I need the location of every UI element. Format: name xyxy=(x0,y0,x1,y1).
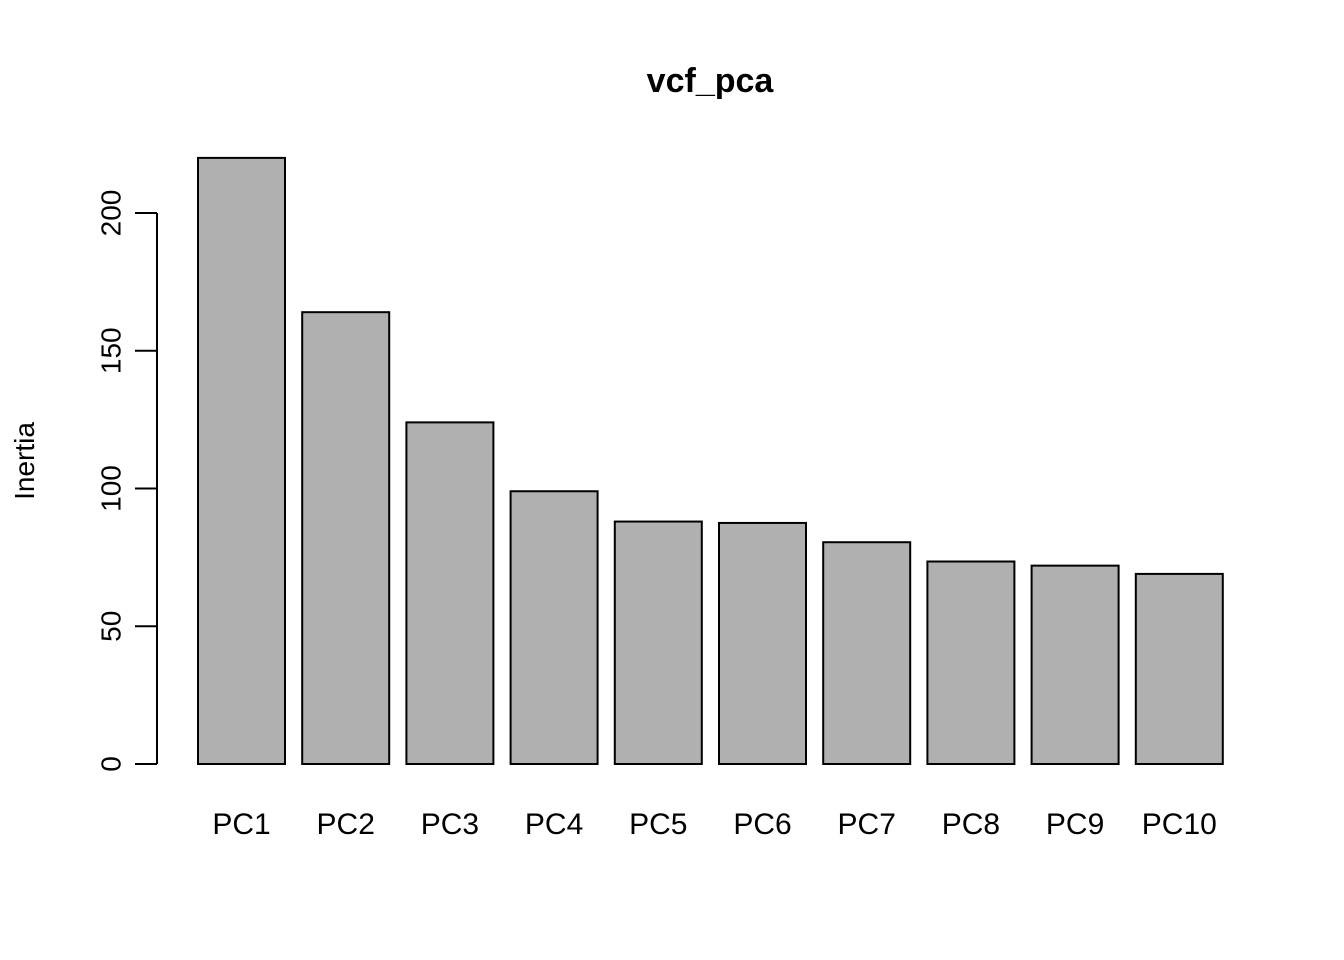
bar-pc5 xyxy=(613,520,703,765)
x-tick-label: PC2 xyxy=(317,808,375,841)
y-tick-label: 150 xyxy=(96,327,127,374)
x-tick-labels: PC1 PC2 PC3 PC4 PC5 PC6 PC7 PC8 PC9 PC10 xyxy=(212,808,1217,841)
bars-group xyxy=(197,156,1224,766)
x-tick-label: PC4 xyxy=(525,808,583,841)
x-tick-label: PC1 xyxy=(212,808,270,841)
x-tick-label: PC7 xyxy=(838,808,896,841)
x-tick-label: PC10 xyxy=(1142,808,1217,841)
bar-pc1 xyxy=(197,156,286,765)
bar-pc3 xyxy=(405,421,495,765)
x-tick-label: PC8 xyxy=(942,808,1000,841)
y-axis-label: Inertia xyxy=(9,422,40,500)
y-axis: 0 50 100 150 200 xyxy=(96,190,158,772)
y-tick-label: 0 xyxy=(96,756,127,772)
y-tick-label: 100 xyxy=(96,465,127,512)
x-tick-label: PC9 xyxy=(1046,808,1104,841)
x-tick-label: PC5 xyxy=(629,808,687,841)
bar-pc2 xyxy=(301,311,391,765)
bar-pc4 xyxy=(509,490,599,765)
y-tick-label: 200 xyxy=(96,190,127,237)
bar-pc9 xyxy=(1030,564,1120,766)
chart-title: vcf_pca xyxy=(647,62,775,100)
x-tick-label: PC3 xyxy=(421,808,479,841)
bar-pc6 xyxy=(718,521,807,765)
bar-pc8 xyxy=(926,560,1016,765)
bar-pc10 xyxy=(1134,572,1224,766)
x-tick-label: PC6 xyxy=(733,808,791,841)
bar-pc7 xyxy=(822,541,912,765)
y-tick-label: 50 xyxy=(96,611,127,642)
